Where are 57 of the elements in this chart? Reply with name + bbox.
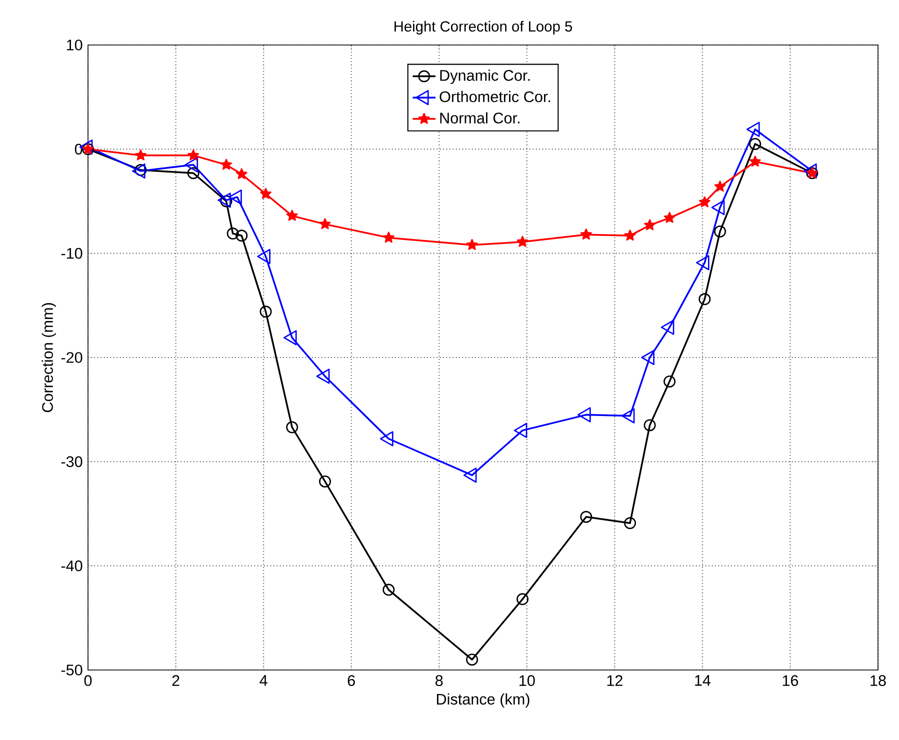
x-tick-label: 14 bbox=[695, 675, 711, 686]
y-tick-label: 10 bbox=[66, 40, 82, 50]
legend-label: Orthometric Cor. bbox=[440, 90, 550, 102]
y-tick-label: -20 bbox=[61, 352, 82, 363]
point bbox=[382, 232, 394, 243]
point bbox=[644, 419, 656, 432]
point bbox=[580, 228, 592, 240]
x-tick-label: 18 bbox=[870, 675, 886, 686]
point bbox=[714, 180, 726, 192]
point bbox=[580, 510, 592, 523]
y-axis-title: Correction (mm) bbox=[42, 303, 56, 412]
point bbox=[516, 593, 529, 606]
point bbox=[226, 228, 239, 240]
point bbox=[466, 238, 478, 250]
y-tick-label: -10 bbox=[61, 248, 82, 259]
x-tick-label: 0 bbox=[84, 675, 92, 686]
y-tick-label: -40 bbox=[61, 560, 82, 572]
point bbox=[286, 210, 298, 221]
legend-label: Dynamic Cor. bbox=[440, 70, 530, 84]
point bbox=[749, 138, 762, 150]
x-tick-label: 16 bbox=[782, 675, 798, 686]
point bbox=[187, 167, 200, 180]
point bbox=[624, 230, 636, 241]
point bbox=[134, 149, 146, 160]
point bbox=[664, 212, 676, 223]
point bbox=[466, 654, 478, 666]
point bbox=[188, 149, 200, 160]
point bbox=[382, 584, 395, 596]
point bbox=[698, 293, 711, 306]
x-tick-label: 4 bbox=[260, 675, 268, 686]
point bbox=[319, 475, 332, 488]
point bbox=[698, 196, 710, 208]
x-tick-label: 2 bbox=[172, 675, 180, 686]
point bbox=[260, 188, 272, 199]
point bbox=[516, 236, 528, 247]
x-tick-label: 8 bbox=[436, 675, 443, 686]
x-axis-title: Distance (km) bbox=[436, 693, 530, 708]
point bbox=[236, 168, 248, 180]
x-tick-label: 6 bbox=[348, 675, 355, 686]
point bbox=[319, 218, 331, 230]
y-tick-label: -50 bbox=[61, 664, 82, 676]
point bbox=[644, 219, 656, 230]
chart-title: Height Correction of Loop 5 bbox=[394, 20, 572, 34]
point bbox=[664, 375, 676, 388]
point bbox=[236, 230, 248, 242]
point bbox=[714, 225, 726, 238]
point bbox=[749, 156, 761, 167]
legend-label: Normal Cor. bbox=[440, 112, 520, 124]
x-tick-label: 12 bbox=[607, 675, 622, 686]
point bbox=[624, 517, 636, 530]
point bbox=[260, 306, 272, 318]
y-tick-label: -30 bbox=[61, 456, 82, 468]
point bbox=[134, 164, 147, 176]
point bbox=[286, 421, 298, 434]
x-tick-label: 10 bbox=[520, 675, 535, 686]
point bbox=[220, 195, 232, 208]
point bbox=[220, 158, 232, 170]
